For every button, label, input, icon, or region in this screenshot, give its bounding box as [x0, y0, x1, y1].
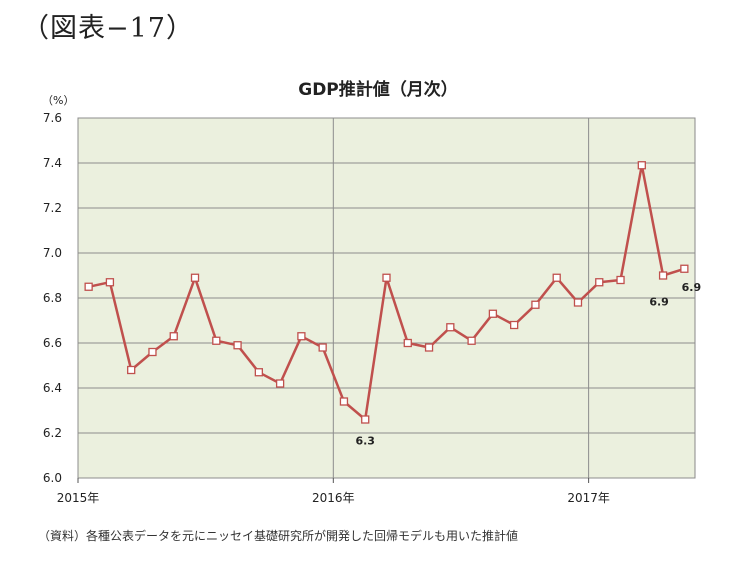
data-point — [552, 273, 561, 282]
y-tick-label: 6.4 — [43, 381, 62, 395]
y-tick-label: 6.8 — [43, 291, 62, 305]
data-label: 6.9 — [649, 296, 669, 309]
data-point — [275, 379, 285, 388]
y-tick-label: 6.0 — [43, 471, 62, 485]
x-tick-label: 2017年 — [567, 491, 610, 505]
data-point — [127, 365, 136, 375]
data-point — [318, 343, 327, 352]
data-point — [424, 343, 434, 352]
data-point — [595, 278, 604, 287]
figure-label: （図表−17） — [22, 13, 194, 44]
series-layer — [84, 161, 689, 424]
data-label: 6.9 — [682, 281, 702, 294]
data-point — [297, 332, 306, 341]
data-point — [637, 161, 646, 170]
data-labels: 6.3 6.9 6.9 — [355, 281, 701, 448]
axes: 6.0 6.2 6.4 6.6 6.8 7.0 7.2 7.4 7.6 2015年 2016年 201… — [43, 111, 610, 505]
data-point — [446, 323, 455, 332]
data-point — [339, 397, 349, 406]
y-unit-label: （%） — [42, 94, 74, 107]
data-point — [190, 273, 200, 282]
y-tick-label: 6.6 — [43, 336, 62, 350]
data-point — [212, 336, 221, 345]
data-point — [148, 347, 157, 357]
gridlines — [77, 117, 695, 479]
data-point — [658, 271, 668, 280]
chart-title: GDP推計値（月次） — [298, 79, 458, 100]
y-tick-label: 7.4 — [43, 156, 62, 170]
data-point — [467, 336, 476, 345]
data-point — [382, 273, 391, 282]
data-point — [254, 368, 263, 377]
data-label: 6.3 — [355, 435, 375, 448]
data-point — [169, 332, 178, 341]
y-tick-label: 7.6 — [43, 111, 62, 125]
y-tick-label: 6.2 — [43, 426, 62, 440]
data-point — [105, 278, 115, 287]
data-point — [680, 264, 689, 273]
data-point — [510, 320, 519, 330]
data-point — [531, 300, 540, 309]
data-point — [233, 341, 242, 350]
y-tick-label: 7.0 — [43, 246, 62, 260]
x-tick-label: 2015年 — [57, 491, 100, 505]
data-point — [573, 298, 583, 307]
y-tick-label: 7.2 — [43, 201, 62, 215]
source-note: （資料）各種公表データを元にニッセイ基礎研究所が開発した回帰モデルも用いた推計値 — [38, 529, 519, 543]
data-point — [616, 275, 625, 285]
data-point — [84, 282, 93, 291]
x-tick-label: 2016年 — [312, 491, 355, 505]
data-point — [488, 309, 498, 318]
data-point — [403, 338, 412, 348]
data-point — [361, 415, 370, 424]
